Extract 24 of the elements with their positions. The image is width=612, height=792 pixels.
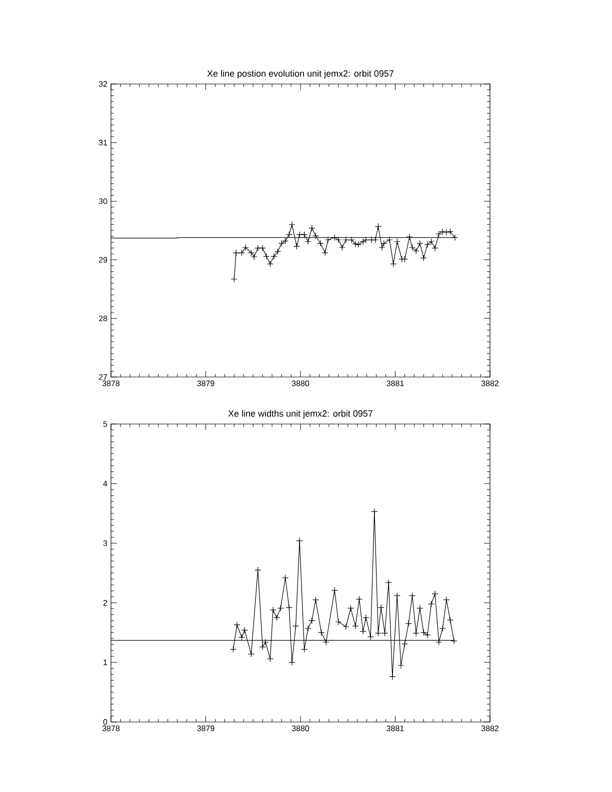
chart-title: Xe line widths unit jemx2: orbit 0957 (228, 410, 372, 418)
x-tick-label: 3882 (481, 380, 498, 386)
x-tick-label: 3882 (481, 726, 498, 732)
y-tick-label: 5 (103, 421, 108, 427)
y-tick-label: 31 (98, 140, 108, 146)
y-tick-label: 4 (103, 480, 108, 486)
x-tick-label: 3880 (292, 380, 310, 386)
y-tick-label: 29 (98, 256, 108, 263)
y-tick-label: 2 (103, 600, 108, 606)
x-tick-label: 3879 (197, 380, 214, 386)
y-tick-label: 30 (98, 198, 108, 204)
x-tick-label: 3881 (386, 726, 404, 732)
x-tick-label: 3878 (102, 380, 120, 386)
y-tick-label: 1 (104, 660, 108, 666)
y-tick-label: 0 (103, 719, 108, 725)
x-tick-label: 3878 (102, 726, 120, 732)
chart-title: Xe line postion evolution unit jemx2: orbit 0957 (207, 70, 394, 78)
x-tick-label: 3880 (292, 726, 310, 732)
y-tick-label: 3 (103, 540, 108, 546)
y-tick-label: 28 (98, 316, 108, 322)
y-tick-label: 32 (98, 81, 108, 87)
y-tick-label: 27 (98, 374, 108, 380)
x-tick-label: 3881 (386, 380, 404, 386)
x-tick-label: 3879 (197, 726, 214, 732)
